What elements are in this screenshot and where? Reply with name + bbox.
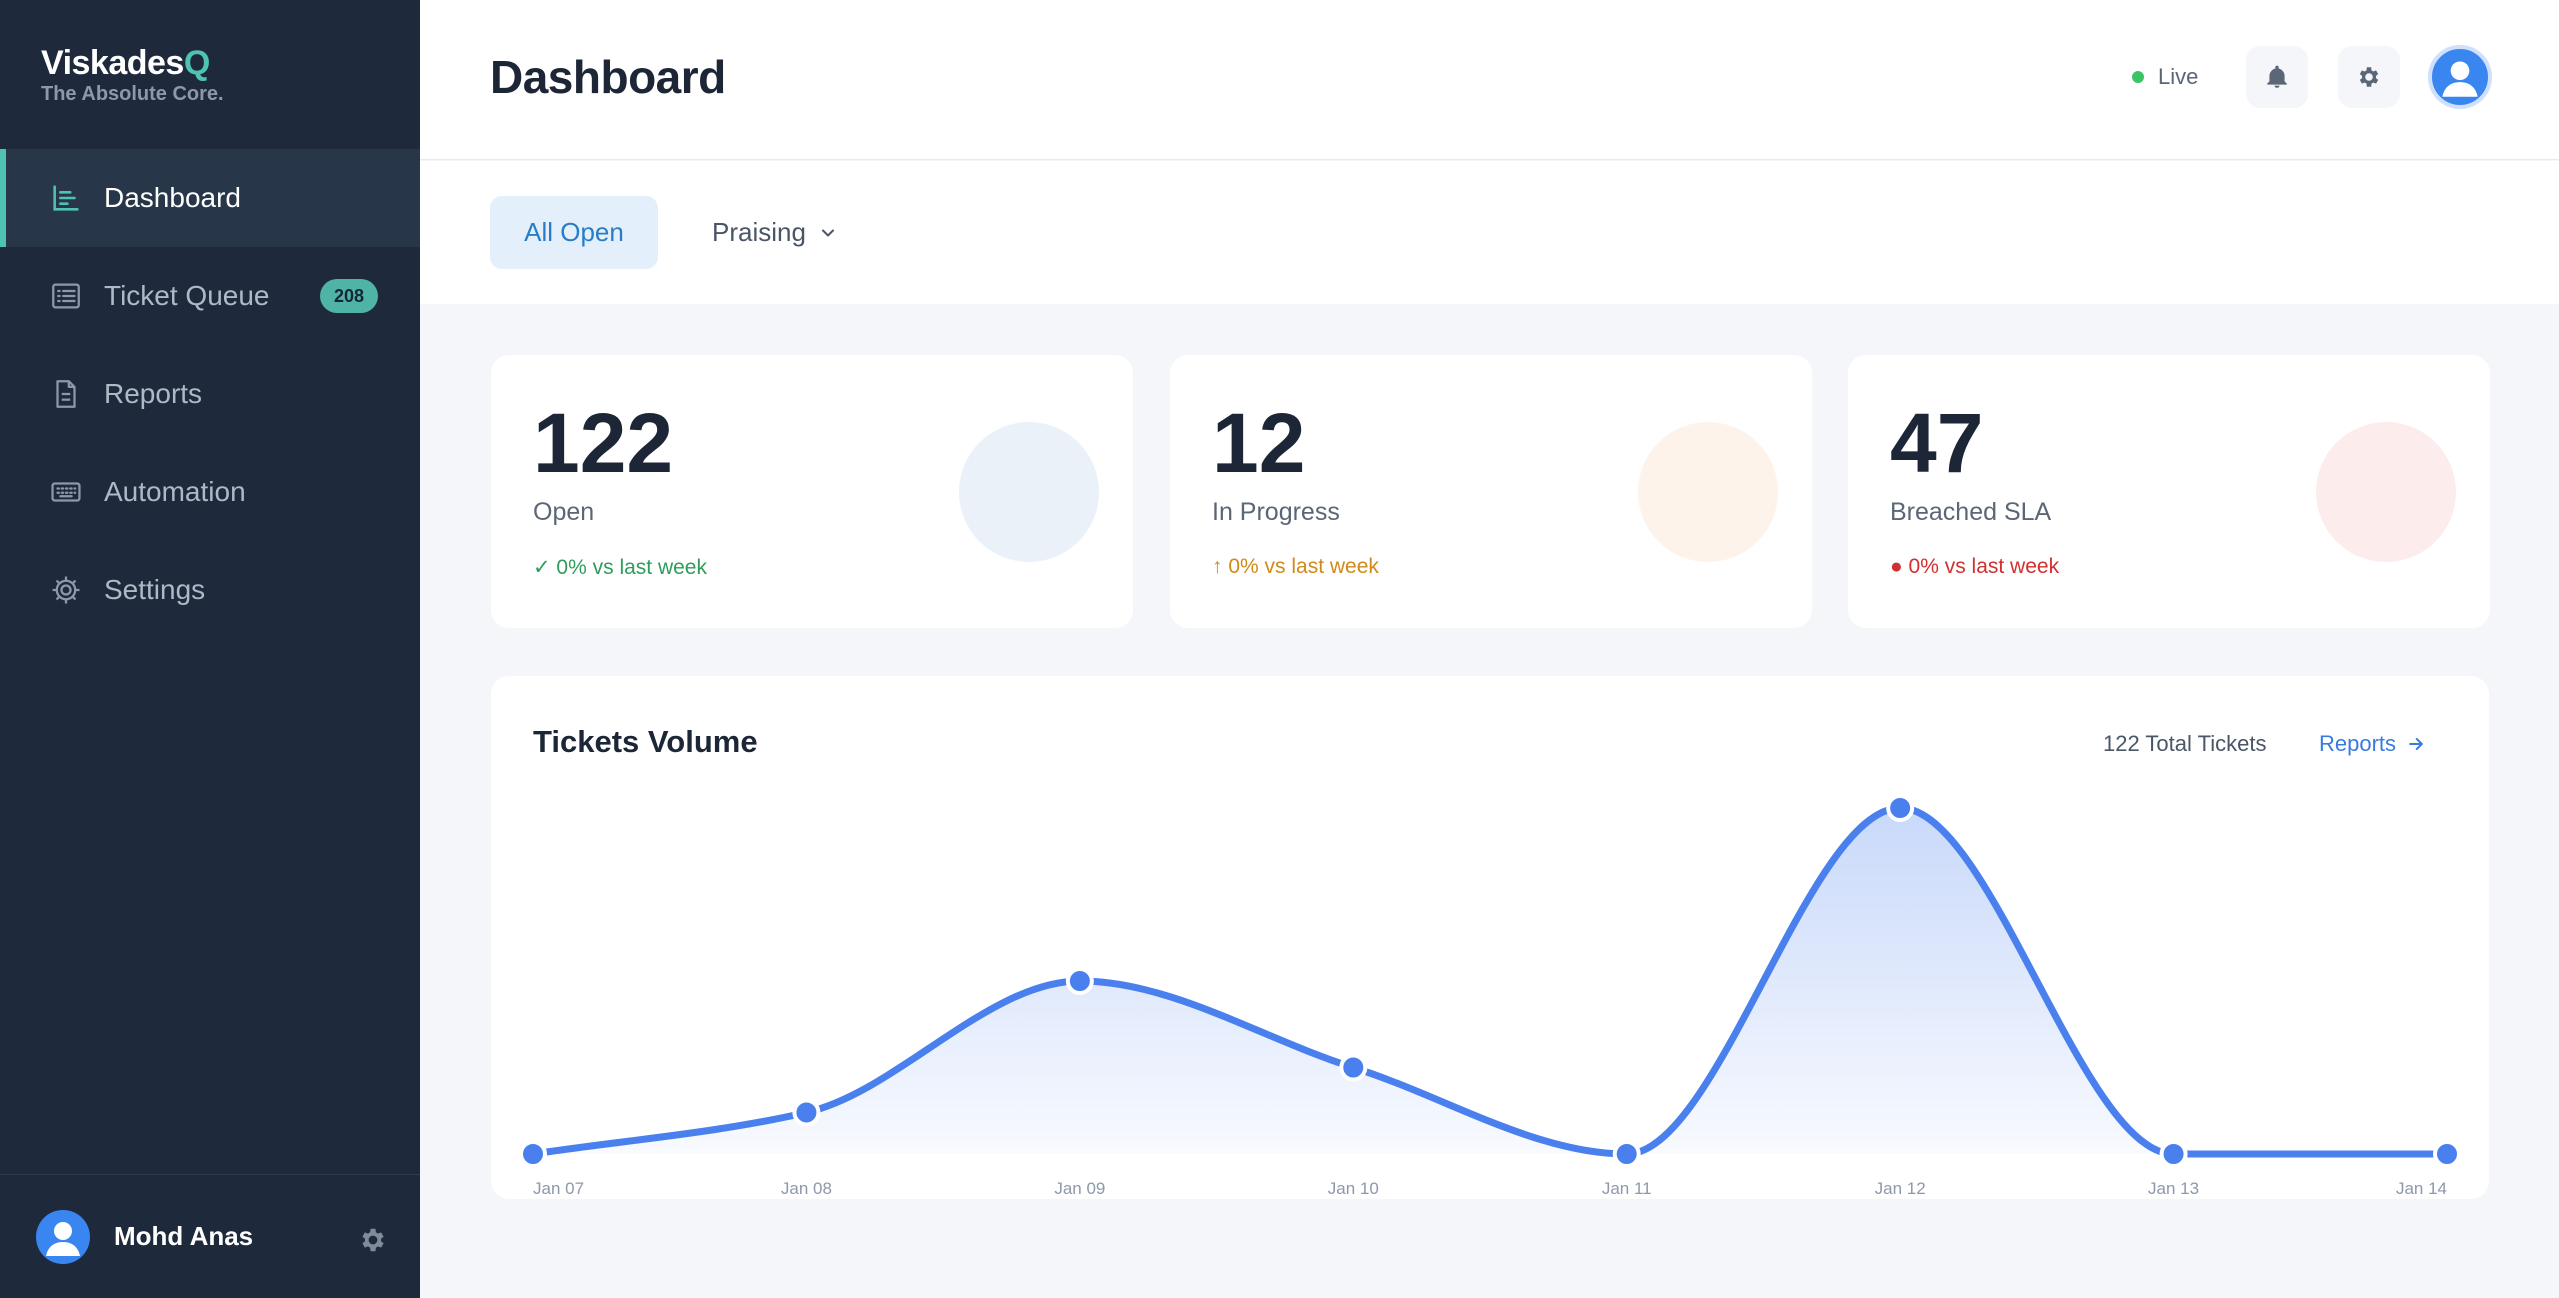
sidebar-item-settings[interactable]: Settings: [0, 541, 420, 639]
x-tick-label: Jan 10: [1328, 1179, 1379, 1198]
stat-label: Breached SLA: [1890, 498, 2052, 526]
filter-dropdown[interactable]: Praising: [712, 196, 838, 269]
user-icon: [2442, 61, 2478, 97]
stat-value: 122: [533, 396, 674, 490]
sidebar-item-label: Ticket Queue: [104, 280, 270, 311]
chart-series-line: [529, 804, 2451, 1158]
chart-point[interactable]: [2159, 1140, 2188, 1168]
brand-logo[interactable]: ViskadesQ The Absolute Core.: [41, 44, 224, 106]
stat-value: 47: [1890, 396, 1984, 490]
chart-point[interactable]: [2433, 1140, 2461, 1168]
stat-decor-circle: [2316, 422, 2456, 562]
avatar[interactable]: [36, 1209, 90, 1264]
chart-total-tickets: 122 Total Tickets: [2103, 731, 2267, 756]
stat-delta: ● 0% vs last week: [1890, 555, 2060, 578]
live-status: Live: [2132, 64, 2198, 90]
reports-link[interactable]: Reports: [2319, 731, 2426, 757]
list-icon: [48, 278, 84, 314]
stat-value: 12: [1212, 396, 1306, 490]
brand-accent: Q: [183, 44, 210, 82]
chart-point[interactable]: [1339, 1053, 1368, 1082]
chart-area-fill: [533, 808, 2447, 1154]
sidebar-item-ticket-queue[interactable]: Ticket Queue 208: [0, 247, 420, 345]
user-footer: Mohd Anas: [0, 1174, 420, 1298]
page-title: Dashboard: [490, 51, 726, 103]
user-icon: [46, 1221, 80, 1256]
brand-name: Viskades: [41, 44, 184, 82]
keyboard-icon: [48, 474, 84, 510]
stat-card-open[interactable]: 122 Open ✓ 0% vs last week: [491, 355, 1133, 628]
chart-title: Tickets Volume: [533, 724, 758, 759]
top-header: Dashboard Live: [420, 0, 2559, 160]
x-tick-label: Jan 14: [2396, 1179, 2447, 1198]
live-status-dot-icon: [2132, 71, 2144, 83]
settings-button[interactable]: [2338, 46, 2400, 108]
tickets-volume-chart: Jan 07 Jan 08 Jan 09 Jan 10 Jan 11 Jan 12 Jan …: [519, 794, 2461, 1198]
live-status-label: Live: [2158, 64, 2199, 89]
tickets-volume-card: Jan 07 Jan 08 Jan 09 Jan 10 Jan 11 Jan 12 Jan …: [491, 676, 2489, 1199]
gear-icon: [48, 572, 84, 608]
x-tick-label: Jan 11: [1602, 1179, 1652, 1198]
filter-bar: All Open Praising: [420, 161, 2559, 304]
sidebar: ViskadesQ The Absolute Core. Dashboard T…: [0, 0, 420, 1298]
profile-avatar[interactable]: [2428, 45, 2492, 109]
sidebar-item-label: Dashboard: [104, 182, 241, 213]
chevron-down-icon: [821, 229, 834, 236]
bell-icon: [2267, 65, 2287, 88]
x-tick-label: Jan 07: [533, 1179, 584, 1198]
chart-point[interactable]: [519, 1140, 547, 1168]
stat-card-in-progress[interactable]: 12 In Progress ↑ 0% vs last week: [1170, 355, 1812, 628]
sidebar-item-reports[interactable]: Reports: [0, 345, 420, 443]
stat-label: In Progress: [1212, 498, 1340, 526]
sidebar-item-dashboard[interactable]: Dashboard: [0, 149, 420, 247]
user-settings-gear-icon[interactable]: [358, 1225, 388, 1255]
stat-decor-circle: [1638, 422, 1778, 562]
x-tick-label: Jan 13: [2148, 1179, 2199, 1198]
bar-chart-icon: [48, 180, 84, 216]
stat-delta: ✓ 0% vs last week: [533, 556, 707, 579]
stat-decor-circle: [959, 422, 1099, 562]
sidebar-item-automation[interactable]: Automation: [0, 443, 420, 541]
notifications-button[interactable]: [2246, 46, 2308, 108]
x-tick-label: Jan 09: [1054, 1179, 1105, 1198]
brand-tagline: The Absolute Core.: [41, 83, 224, 105]
reports-link-label: Reports: [2319, 731, 2397, 756]
gear-icon: [2359, 67, 2379, 87]
x-tick-label: Jan 08: [781, 1179, 832, 1198]
filter-dropdown-label: Praising: [712, 217, 806, 247]
sidebar-item-label: Automation: [104, 476, 246, 507]
chart-point[interactable]: [792, 1098, 821, 1127]
document-icon: [48, 376, 84, 412]
arrow-right-icon: [2409, 738, 2423, 750]
x-tick-label: Jan 12: [1875, 1179, 1926, 1198]
sidebar-nav: Dashboard Ticket Queue 208 Reports Autom…: [0, 149, 420, 639]
filter-all-open[interactable]: All Open: [490, 196, 658, 269]
ticket-count-badge: 208: [320, 279, 378, 313]
sidebar-item-label: Settings: [104, 574, 206, 605]
stat-label: Open: [533, 498, 595, 526]
chart-point[interactable]: [1612, 1140, 1641, 1168]
chart-point[interactable]: [1886, 794, 1915, 822]
sidebar-item-label: Reports: [104, 378, 203, 409]
user-name: Mohd Anas: [114, 1221, 254, 1251]
stat-delta: ↑ 0% vs last week: [1212, 555, 1379, 578]
stat-card-breached-sla[interactable]: 47 Breached SLA ● 0% vs last week: [1848, 355, 2490, 628]
chart-point[interactable]: [1065, 967, 1094, 995]
